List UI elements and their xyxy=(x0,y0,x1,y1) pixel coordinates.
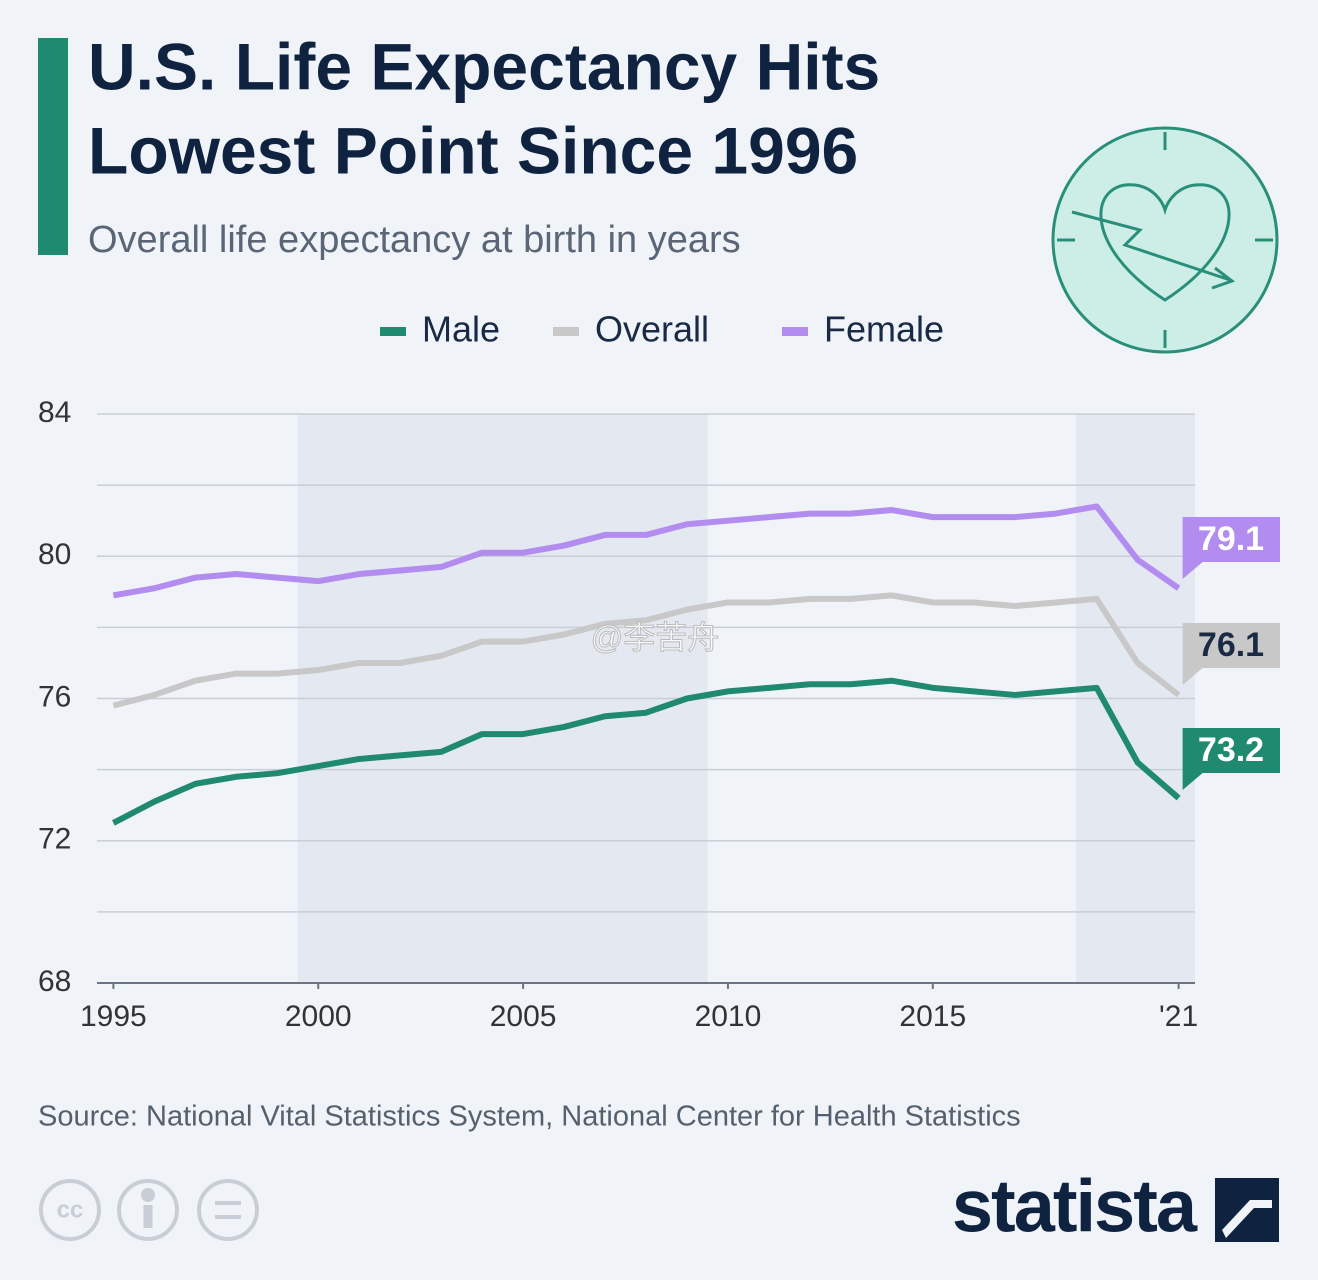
brand: statista xyxy=(952,1165,1198,1248)
legend-label: Female xyxy=(824,309,944,350)
legend-marker xyxy=(782,327,808,336)
legend-marker xyxy=(553,327,579,336)
y-tick-label: 80 xyxy=(38,538,71,571)
chart-subtitle: Overall life expectancy at birth in year… xyxy=(88,219,741,261)
x-tick-label: 2010 xyxy=(695,1000,762,1033)
end-label-box xyxy=(1182,623,1280,685)
x-tick-label: '21 xyxy=(1159,1000,1198,1033)
end-label: 73.2 xyxy=(1198,731,1264,769)
y-tick-label: 84 xyxy=(38,396,71,429)
chart-title: Lowest Point Since 1996 xyxy=(88,113,858,187)
y-tick-label: 72 xyxy=(38,823,71,856)
source: Source: National Vital Statistics System… xyxy=(38,1101,1021,1133)
y-tick-label: 76 xyxy=(38,680,71,713)
data-line xyxy=(112,592,1181,709)
cc-icon: cc xyxy=(57,1196,84,1223)
icon xyxy=(1051,126,1279,354)
data-line xyxy=(112,677,1181,826)
license-icons xyxy=(39,1179,259,1241)
brand-logo xyxy=(1215,1178,1279,1242)
y-tick-label: 68 xyxy=(38,965,71,998)
accent-bar xyxy=(38,38,68,255)
end-label: 79.1 xyxy=(1198,520,1264,558)
x-tick-label: 2005 xyxy=(490,1000,557,1033)
end-label-box xyxy=(1182,728,1280,790)
data-line xyxy=(112,503,1181,599)
end-label-box xyxy=(1182,517,1280,579)
legend-label: Overall xyxy=(595,309,709,350)
chart-title: U.S. Life Expectancy Hits xyxy=(88,29,880,103)
legend-marker xyxy=(380,327,406,336)
x-tick-label: 2015 xyxy=(899,1000,966,1033)
watermark: @李苦舟 xyxy=(591,619,720,655)
plot-area: 68 72 76 80 84 1995 2000 2005 2010 2015 '21 73.2 76.… xyxy=(38,396,1280,1033)
x-tick-label: 1995 xyxy=(80,1000,147,1033)
end-label: 76.1 xyxy=(1198,626,1264,664)
x-tick-label: 2000 xyxy=(285,1000,352,1033)
legend-label: Male xyxy=(422,309,500,350)
